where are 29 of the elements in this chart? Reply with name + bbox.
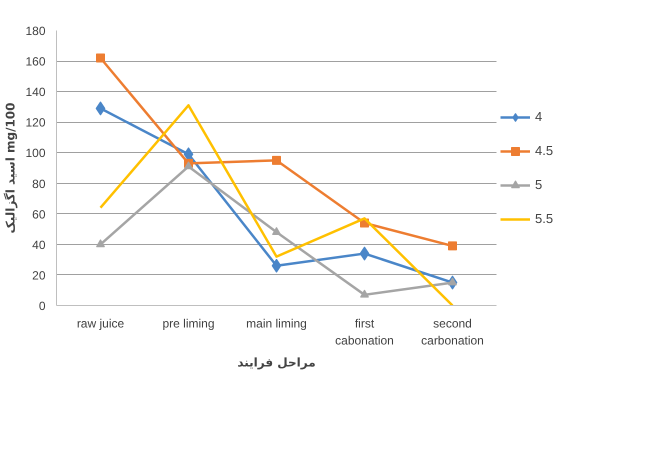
point bbox=[96, 54, 105, 62]
x-tick-label: main liming bbox=[246, 316, 307, 330]
y-tick-label: 140 bbox=[25, 85, 46, 100]
x-tick-label: pre liming bbox=[162, 316, 215, 330]
y-tick-label: 20 bbox=[32, 268, 46, 282]
point bbox=[184, 161, 193, 170]
x-tick-label: first cabonation bbox=[335, 316, 394, 348]
y-tick-label: 160 bbox=[25, 54, 46, 69]
legend-label: 5.5 bbox=[535, 211, 554, 226]
point bbox=[360, 290, 369, 298]
legend-label: 4.5 bbox=[535, 143, 554, 158]
point bbox=[272, 227, 281, 235]
legend-label: 5 bbox=[535, 177, 544, 192]
point bbox=[272, 156, 281, 165]
y-axis-title: اسید اگزالیک mg/100 bbox=[3, 102, 18, 234]
y-tick-label: 80 bbox=[32, 176, 46, 191]
x-axis-title: مراحل فرایند bbox=[237, 355, 316, 370]
x-tick-label: raw juice bbox=[76, 316, 124, 330]
x-tick-label: second carbonation bbox=[421, 316, 484, 348]
y-tick-label: 120 bbox=[25, 116, 46, 130]
y-tick-label: 100 bbox=[25, 146, 46, 160]
y-tick-label: 0 bbox=[38, 299, 46, 313]
point bbox=[96, 239, 105, 248]
y-tick-label: 40 bbox=[32, 238, 46, 252]
point bbox=[448, 277, 457, 286]
y-tick-label: 180 bbox=[25, 24, 46, 38]
y-tick-label: 60 bbox=[32, 207, 46, 222]
legend-label: 4 bbox=[535, 109, 544, 124]
point bbox=[448, 241, 457, 250]
